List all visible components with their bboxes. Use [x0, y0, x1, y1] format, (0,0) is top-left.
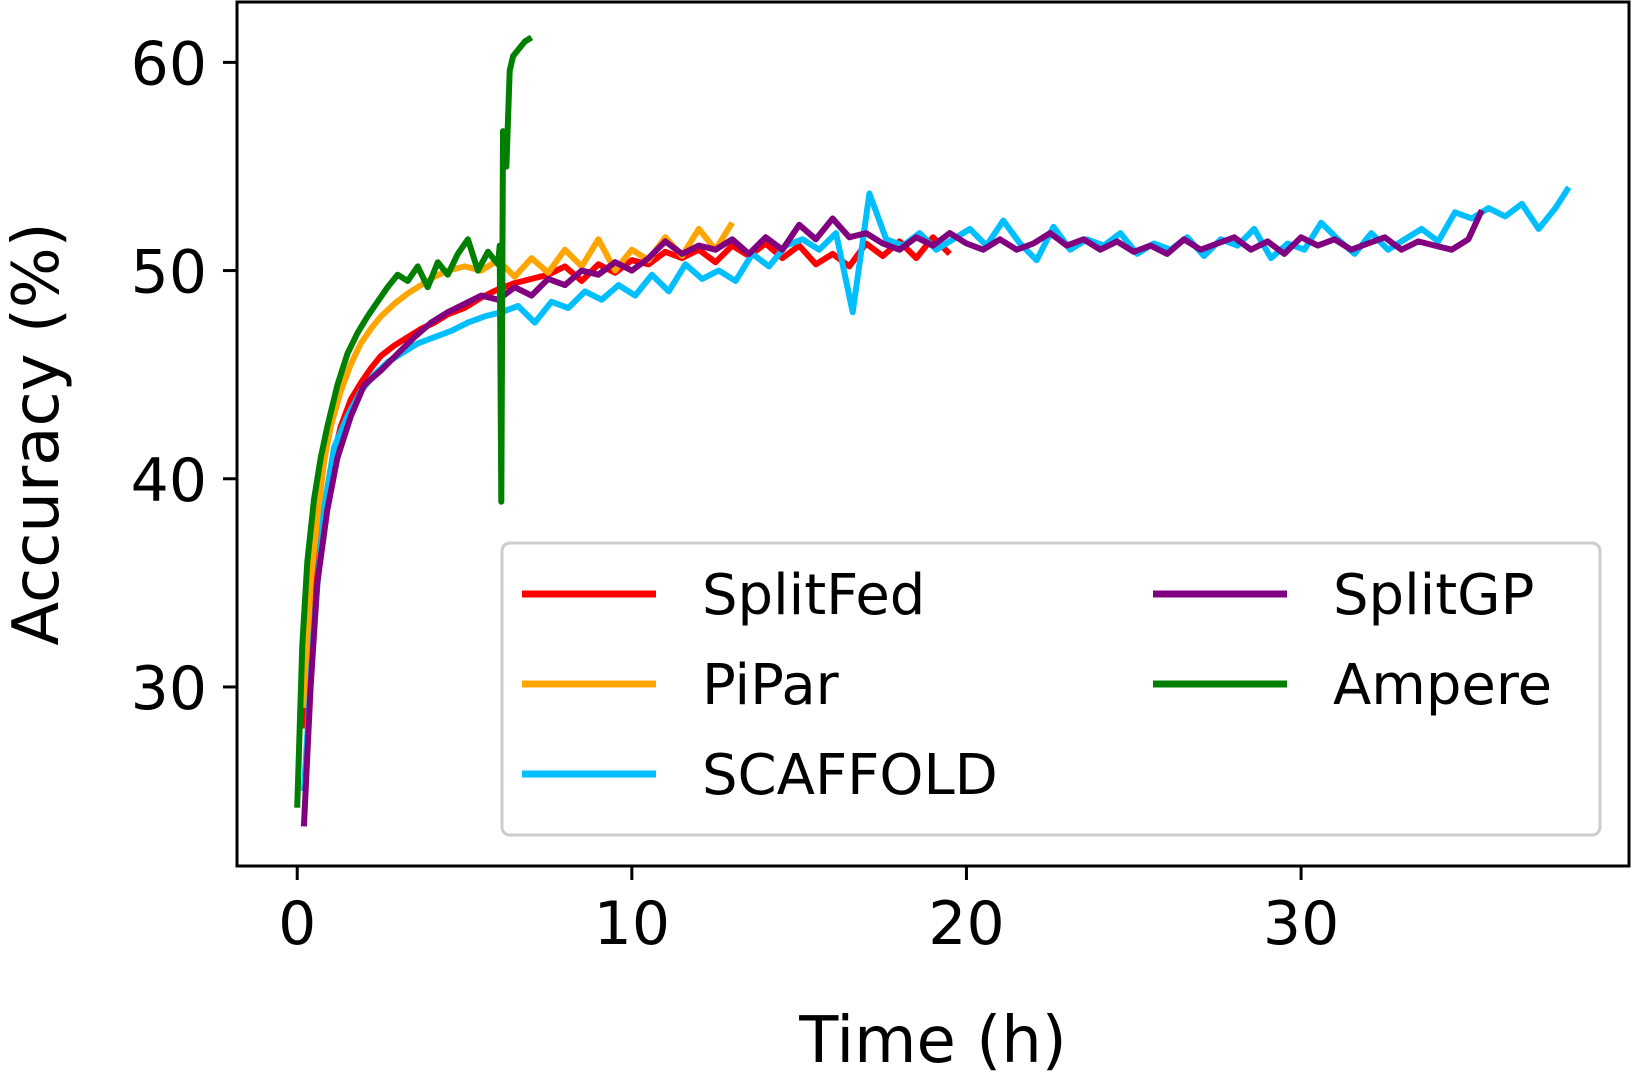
- y-tick-label-60: 60: [131, 29, 207, 99]
- legend-box: [500, 541, 1602, 837]
- y-tick-label-40: 40: [131, 446, 207, 516]
- x-axis-label: Time (h): [798, 1004, 1066, 1078]
- x-tick-label-30: 30: [1263, 889, 1339, 959]
- legend-label-pipar: PiPar: [702, 653, 840, 718]
- y-tick-label-30: 30: [131, 654, 207, 724]
- legend-label-scaffold: SCAFFOLD: [702, 743, 998, 808]
- series-line-splitgp: [300, 208, 1485, 827]
- legend: SplitFed PiPar SCAFFOLD SplitGP Ampere: [500, 541, 1602, 837]
- tick-layer: 0 10 20 30 30 40 50 60: [131, 29, 1340, 959]
- x-tick-label-10: 10: [594, 889, 670, 959]
- x-tick-label-0: 0: [278, 889, 316, 959]
- legend-label-splitgp: SplitGP: [1333, 563, 1534, 628]
- series-line-splitfed: [300, 234, 952, 729]
- series-line-scaffold: [300, 185, 1572, 792]
- x-tick-label-20: 20: [928, 889, 1004, 959]
- plot-frame: [235, 0, 1631, 868]
- series-line-ampere: [294, 34, 534, 808]
- legend-label-ampere: Ampere: [1333, 653, 1552, 718]
- legend-label-splitfed: SplitFed: [702, 563, 925, 628]
- series-layer: [294, 34, 1572, 827]
- y-axis-label: Accuracy (%): [0, 222, 74, 645]
- y-tick-label-50: 50: [131, 238, 207, 308]
